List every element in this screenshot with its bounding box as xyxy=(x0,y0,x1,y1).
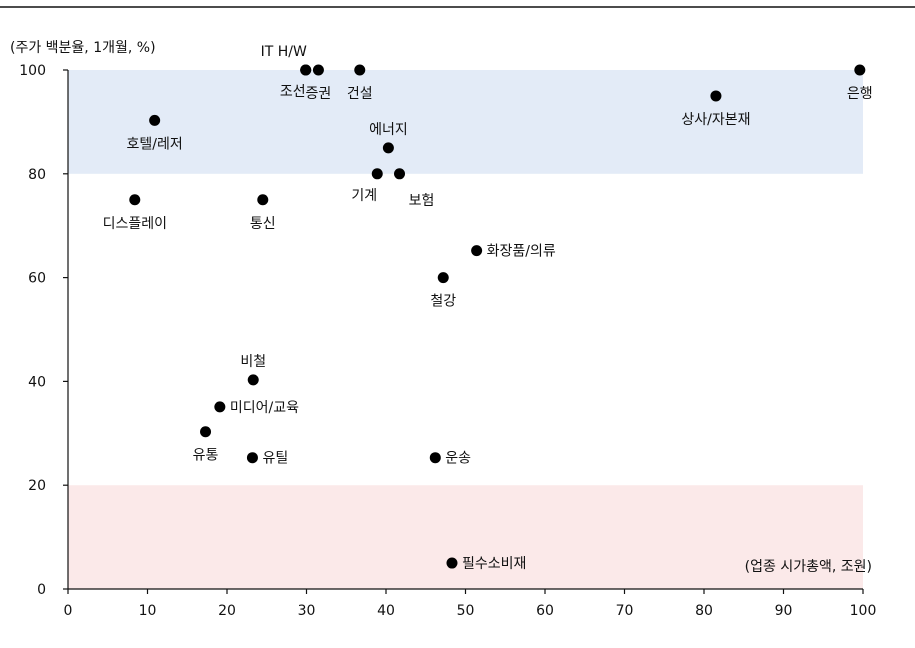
data-point xyxy=(446,557,458,569)
data-label: 호텔/레저 xyxy=(127,136,183,152)
x-tick-label: 70 xyxy=(616,603,634,619)
data-point xyxy=(354,64,366,76)
x-tick-label: 100 xyxy=(850,603,877,619)
data-point xyxy=(247,374,259,386)
data-label: 철강 xyxy=(430,294,456,310)
x-tick-label: 50 xyxy=(457,603,475,619)
shaded-bands xyxy=(68,70,863,589)
band-0 xyxy=(68,70,863,174)
data-point xyxy=(854,64,866,76)
x-tick-label: 20 xyxy=(218,603,236,619)
data-points xyxy=(129,64,866,569)
data-label: 에너지 xyxy=(369,122,408,138)
data-point xyxy=(149,114,161,126)
data-point xyxy=(257,194,269,206)
axes: 0 10 20 30 40 50 60 70 80 90 100 0 20 40 60 80 100 xyxy=(19,63,876,619)
y-tick-label: 40 xyxy=(28,374,46,390)
data-label: 조선 xyxy=(280,84,306,100)
band-1 xyxy=(68,485,863,589)
data-label: 보험 xyxy=(409,193,435,209)
data-label: 통신 xyxy=(250,216,276,232)
data-label: 상사/자본재 xyxy=(681,112,750,128)
y-axis-unit-label: (주가 백분율, 1개월, %) xyxy=(10,40,156,56)
data-point xyxy=(394,168,406,180)
data-label: 디스플레이 xyxy=(103,216,167,232)
data-label: 건설 xyxy=(347,86,373,102)
x-tick-label: 90 xyxy=(775,603,793,619)
data-point xyxy=(710,90,722,102)
x-tick-label: 10 xyxy=(139,603,157,619)
data-label: 비철 xyxy=(240,354,266,370)
data-label: 미디어/교육 xyxy=(230,400,299,416)
data-label: 기계 xyxy=(351,188,377,204)
data-point xyxy=(129,194,141,206)
data-label: IT H/W xyxy=(261,44,307,60)
data-point xyxy=(214,401,226,413)
data-point xyxy=(471,245,483,257)
data-label: 증권 xyxy=(306,86,332,102)
data-point xyxy=(200,426,212,438)
y-tick-label: 100 xyxy=(19,63,46,79)
data-point xyxy=(429,452,441,464)
data-label: 유통 xyxy=(193,448,219,464)
data-point xyxy=(371,168,383,180)
x-tick-label: 30 xyxy=(298,603,316,619)
data-point xyxy=(246,452,258,464)
data-label: 유틸 xyxy=(262,451,288,467)
y-tick-label: 0 xyxy=(37,582,46,598)
x-tick-label: 40 xyxy=(377,603,395,619)
y-tick-label: 80 xyxy=(28,167,46,183)
x-axis-unit-label: (업종 시가총액, 조원) xyxy=(745,559,872,575)
data-point xyxy=(312,64,324,76)
data-point xyxy=(300,64,312,76)
data-label: 운송 xyxy=(445,451,471,467)
x-tick-label: 60 xyxy=(536,603,554,619)
data-label: 화장품/의류 xyxy=(487,244,556,260)
x-tick-label: 0 xyxy=(64,603,73,619)
data-label: 은행 xyxy=(847,86,873,102)
y-tick-label: 60 xyxy=(28,271,46,287)
x-tick-label: 80 xyxy=(695,603,713,619)
y-tick-label: 20 xyxy=(28,478,46,494)
data-label: 필수소비재 xyxy=(462,556,526,572)
data-point xyxy=(437,272,449,284)
data-point xyxy=(382,142,394,154)
